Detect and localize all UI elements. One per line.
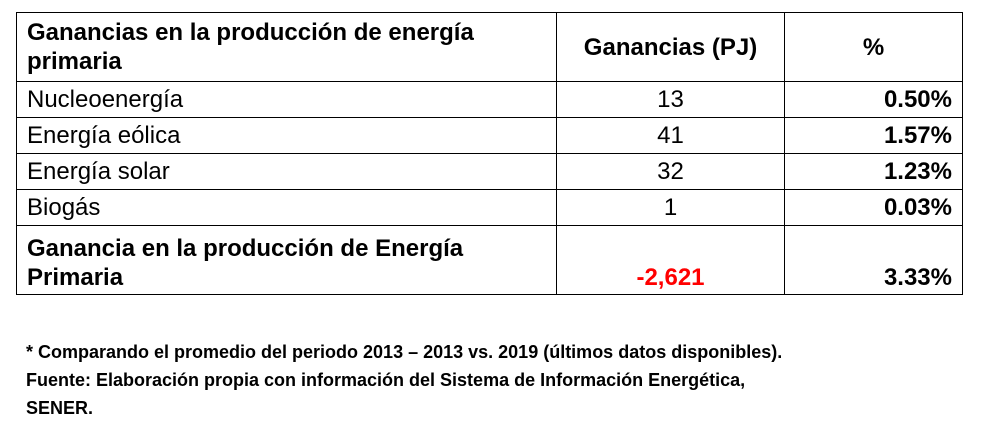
header-percent: %	[784, 12, 963, 82]
table-row: Biogás 1 0.03%	[16, 189, 963, 226]
total-label: Ganancia en la producción de Energía Pri…	[16, 225, 557, 295]
row-percent: 1.57%	[784, 117, 963, 154]
row-value: 13	[556, 81, 785, 118]
row-percent: 1.23%	[784, 153, 963, 190]
table-row: Energía solar 32 1.23%	[16, 153, 963, 190]
footnote-source-org: SENER.	[26, 398, 94, 418]
row-value: 32	[556, 153, 785, 190]
table-header-row: Ganancias en la producción de energía pr…	[16, 12, 963, 82]
row-label: Energía solar	[16, 153, 557, 190]
footnote-source: Fuente: Elaboración propia con informaci…	[26, 370, 746, 390]
header-label: Ganancias en la producción de energía pr…	[16, 12, 557, 82]
total-value: -2,621	[556, 225, 785, 295]
table-row: Energía eólica 41 1.57%	[16, 117, 963, 154]
row-label: Biogás	[16, 189, 557, 226]
energy-gains-table: Ganancias en la producción de energía pr…	[16, 12, 963, 295]
footnote-comparison: * Comparando el promedio del periodo 201…	[26, 342, 783, 362]
row-percent: 0.50%	[784, 81, 963, 118]
row-label: Nucleoenergía	[16, 81, 557, 118]
row-value: 1	[556, 189, 785, 226]
table-total-row: Ganancia en la producción de Energía Pri…	[16, 225, 963, 295]
table-row: Nucleoenergía 13 0.50%	[16, 81, 963, 118]
total-percent: 3.33%	[784, 225, 963, 295]
row-value: 41	[556, 117, 785, 154]
row-label: Energía eólica	[16, 117, 557, 154]
header-value: Ganancias (PJ)	[556, 12, 785, 82]
footnotes: * Comparando el promedio del periodo 201…	[26, 338, 966, 422]
row-percent: 0.03%	[784, 189, 963, 226]
